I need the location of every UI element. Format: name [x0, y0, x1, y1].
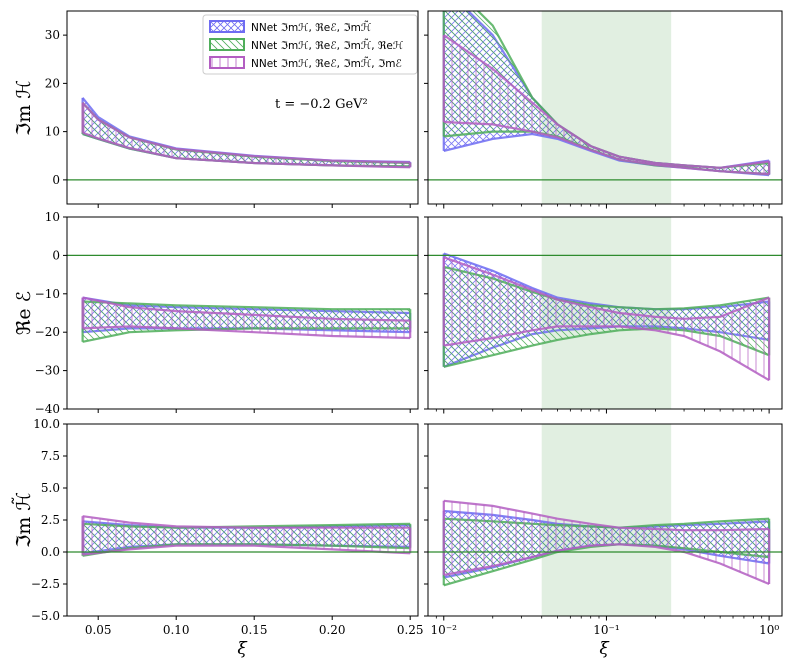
band-lower-vert-2 [82, 544, 411, 556]
panel-bottom-right: 10⁻² 10⁻¹ 10⁰ [424, 423, 783, 637]
band-lower-vert-2 [82, 325, 411, 340]
band-lower-vert-2 [443, 325, 770, 382]
shaded-region [541, 11, 672, 204]
ytick-label: 2.5 [41, 513, 60, 527]
xtick-label: 0.20 [319, 623, 346, 637]
plot-area-bottom-left [67, 515, 418, 557]
band-upper-vert-2 [81, 101, 411, 164]
t-annotation: t = −0.2 GeV² [275, 97, 368, 112]
xlabel-left: ξ [237, 639, 248, 659]
band-fill-vert-2 [82, 102, 411, 168]
ylabel-middle: ℜe ℰ [13, 291, 35, 335]
band-fill-vert-2 [443, 35, 770, 175]
ytick-label: −5.0 [31, 609, 60, 623]
band-upper-vert-2 [82, 515, 411, 529]
legend-label-purple: NNet ℑmℋ, ℜeℰ, ℑmℋ̃, ℑmℰ [251, 56, 402, 70]
axes-frame [66, 10, 419, 205]
panels-layer: 0 10 20 30 −40 −30 −20 −10 0 10 −5.0 −2.5 0.0 2.5 5.0 7… [31, 10, 783, 637]
ytick-label: 10 [45, 210, 60, 224]
ytick-label: −40 [35, 402, 60, 416]
ytick-label: −30 [35, 364, 60, 378]
ytick-label: 10.0 [33, 417, 60, 431]
panel-bottom-left: −5.0 −2.5 0.0 2.5 5.0 7.5 10.0 0.05 0.10 0.15 0.20… [31, 417, 424, 637]
xtick-label: 0.25 [397, 623, 424, 637]
axes-frame [66, 423, 419, 617]
legend-swatch-purple [209, 56, 245, 69]
plot-area-middle-left [67, 254, 418, 343]
legend-label-green: NNet ℑmℋ, ℜeℰ, ℑmℋ̃, ℜeℋ [251, 38, 403, 52]
axes-frame [66, 216, 419, 410]
panel-top-left: 0 10 20 30 [45, 10, 419, 208]
xtick-label: 0.05 [85, 623, 112, 637]
ytick-label: 0 [52, 173, 60, 187]
band-fill-vert-2 [443, 500, 770, 584]
ylabel-top: ℑm ℋ [13, 80, 35, 136]
band-upper-vert-2 [443, 34, 770, 169]
band-upper-vert-2 [443, 499, 770, 532]
band-upper-vert-2 [443, 256, 770, 320]
plot-area-bottom-right [428, 424, 782, 616]
ytick-label: −20 [35, 325, 60, 339]
xlabel-right: ξ [599, 639, 610, 659]
panel-top-right [424, 10, 783, 209]
ytick-label: −2.5 [31, 577, 60, 591]
band-upper-diag-1 [82, 300, 411, 311]
panel-middle-left: −40 −30 −20 −10 0 10 [35, 210, 419, 416]
band-lower-vert-2 [443, 120, 770, 176]
xtick-label: 0.15 [241, 623, 268, 637]
ytick-label: 0 [52, 248, 60, 262]
band-lower-vert-2 [82, 131, 411, 169]
xtick-label: 10⁰ [759, 623, 779, 637]
band-upper-vert-2 [82, 296, 411, 322]
ytick-label: 10 [45, 125, 60, 139]
xtick-label: 10⁻² [431, 623, 458, 637]
ytick-label: 20 [45, 76, 60, 90]
ytick-label: 5.0 [41, 481, 60, 495]
plot-area-top-right [428, 11, 782, 204]
plot-area-middle-right [428, 217, 782, 409]
legend-swatch-blue [209, 20, 245, 33]
legend-swatch-green [209, 38, 245, 51]
legend: NNet ℑmℋ, ℜeℰ, ℑmℋ̃ NNet ℑmℋ, ℜeℰ, ℑmℋ̃,… [202, 14, 418, 75]
legend-frame [202, 14, 418, 75]
xtick-label: 10⁻¹ [593, 623, 619, 637]
ytick-label: 7.5 [41, 449, 60, 463]
panel-middle-right [424, 216, 783, 414]
ytick-label: −10 [35, 287, 60, 301]
band-lower-vert-2 [443, 543, 770, 586]
ylabel-bottom: ℑm ℋ̃ [12, 492, 35, 548]
axes-frame [427, 10, 783, 205]
axes-frame [427, 216, 783, 410]
ytick-label: 0.0 [41, 545, 60, 559]
legend-label-blue: NNet ℑmℋ, ℜeℰ, ℑmℋ̃ [251, 20, 371, 34]
plot-area-top-left [67, 97, 418, 181]
xtick-label: 0.10 [163, 623, 190, 637]
ytick-label: 30 [45, 28, 60, 42]
